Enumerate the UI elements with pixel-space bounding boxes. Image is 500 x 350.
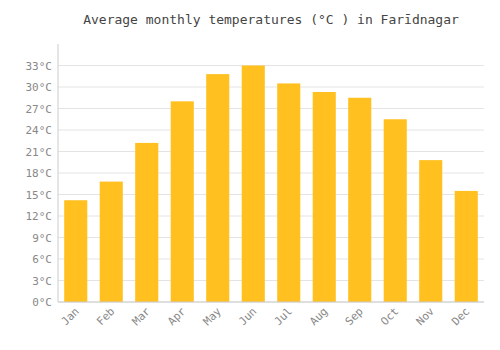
x-tick-label: Sep (343, 305, 366, 328)
x-tick-label: Dec (449, 305, 472, 328)
x-tick-label: Mar (130, 305, 154, 329)
x-tick-label: Nov (414, 305, 438, 329)
x-axis-line (58, 302, 484, 303)
x-tick-label: Apr (165, 305, 189, 329)
title: Average monthly temperatures (°C ) in Fa… (83, 12, 459, 27)
x-tick-label: May (201, 305, 225, 329)
y-axis: 0°C 3°C 6°C 9°C 12°C 15°C 18°C 21°C 24°C 27°C 30°C… (26, 60, 53, 310)
y-tick-label: 18°C (26, 167, 53, 180)
bar (206, 74, 229, 302)
bar (384, 119, 407, 302)
x-tick-label: Feb (94, 305, 117, 328)
bar (277, 83, 300, 302)
bar (419, 160, 442, 302)
x-tick-label: Jan (59, 305, 82, 328)
bar (313, 92, 336, 302)
chart: Average monthly temperatures (°C ) in Fa… (0, 0, 500, 350)
bars (64, 66, 478, 303)
bar (64, 200, 87, 302)
y-tick-label: 9°C (32, 232, 52, 245)
grid-line (58, 130, 484, 131)
x-tick-label: Jun (236, 305, 259, 328)
grid-line (58, 151, 484, 152)
y-tick-label: 3°C (32, 275, 52, 288)
grid-line (58, 87, 484, 88)
y-tick-label: 12°C (26, 210, 53, 223)
y-tick-label: 15°C (26, 189, 53, 202)
grid-line (58, 108, 484, 109)
grid-line (58, 65, 484, 66)
y-tick-label: 0°C (32, 296, 52, 309)
y-tick-label: 24°C (26, 124, 53, 137)
chart-container: Average monthly temperatures (°C ) in Fa… (0, 0, 500, 350)
bar (171, 101, 194, 302)
x-tick-label: Jul (272, 305, 295, 328)
bar (455, 191, 478, 302)
x-axis: Jan Feb Mar Apr May Jun Jul Aug Sep Oct Nov Dec (59, 305, 473, 329)
grid (58, 66, 484, 303)
bar (135, 143, 158, 302)
y-tick-label: 6°C (32, 253, 52, 266)
y-axis-line (58, 44, 59, 302)
bar (348, 98, 371, 302)
bar (242, 66, 265, 303)
y-tick-label: 30°C (26, 81, 53, 94)
grid-line (58, 302, 484, 303)
y-tick-label: 33°C (26, 60, 53, 73)
y-tick-label: 21°C (26, 146, 53, 159)
bar (100, 182, 123, 302)
x-tick-label: Oct (378, 305, 401, 328)
y-tick-label: 27°C (26, 103, 53, 116)
x-tick-label: Aug (307, 305, 330, 328)
